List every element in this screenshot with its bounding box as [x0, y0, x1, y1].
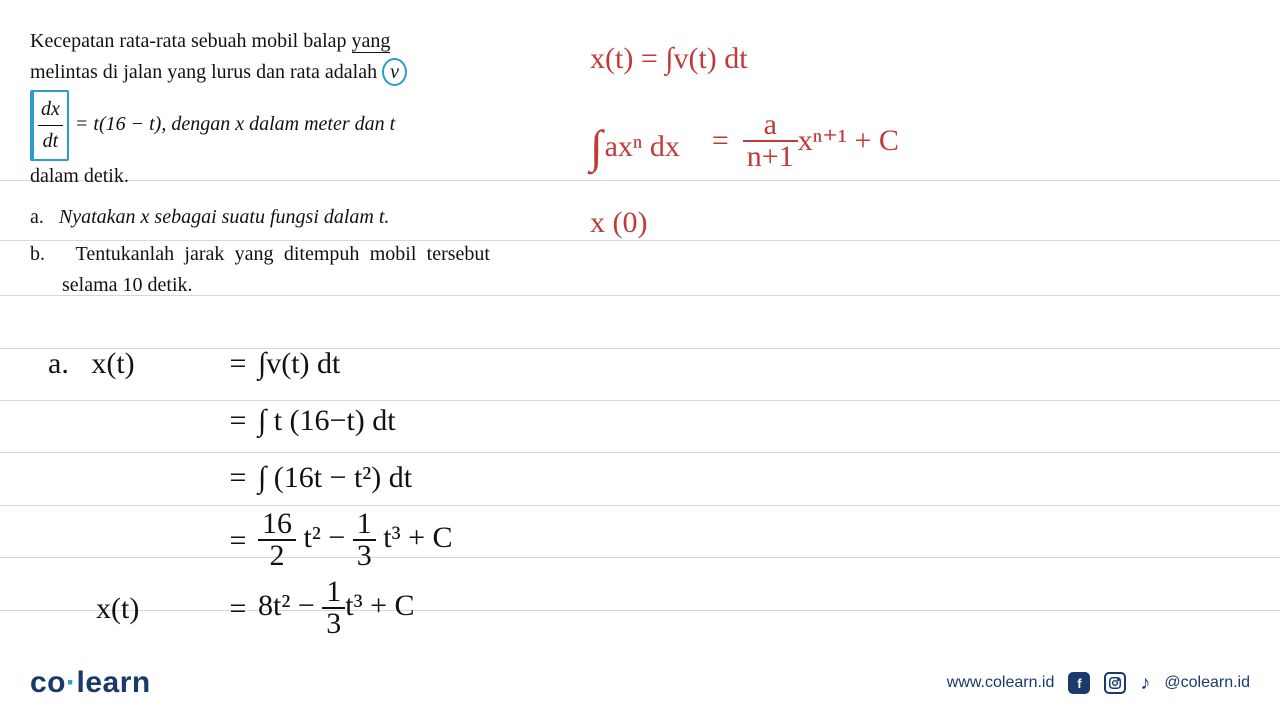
work-rhs-5: 8t² − 1 3 t³ + C	[258, 577, 415, 639]
work-row-4: = 16 2 t² − 1 3 t³ + C	[48, 509, 453, 571]
work-eq-1: =	[218, 338, 258, 389]
work-row-5: x(t) = 8t² − 1 3 t³ + C	[48, 577, 453, 639]
tail4: t³ + C	[383, 521, 452, 554]
item-a-text: Nyatakan x sebagai suatu fungsi dalam t.	[59, 206, 390, 228]
brand-logo: co·learn	[30, 666, 151, 700]
instagram-icon	[1104, 672, 1126, 694]
facebook-icon: f	[1068, 672, 1090, 694]
n13b: 1	[322, 577, 345, 609]
footer: co·learn www.colearn.id f ♪ @colearn.id	[30, 666, 1250, 700]
red-line1: x(t) = ∫v(t) dt	[590, 30, 899, 87]
footer-url: www.colearn.id	[947, 674, 1055, 692]
dx-dt-box: dx dt	[30, 90, 69, 161]
footer-handle: @colearn.id	[1164, 674, 1250, 692]
post5: t³ + C	[345, 589, 414, 622]
work-rhs-3: ∫ (16t − t²) dt	[258, 452, 412, 503]
problem-item-b: b. Tentukanlah jarak yang ditempuh mobil…	[30, 239, 490, 301]
mid4: t² −	[304, 521, 353, 554]
red-line3: x (0)	[590, 194, 899, 251]
red-derivation: x(t) = ∫v(t) dt ∫∫ axⁿ dxaxⁿ dx = a n+1 …	[590, 30, 899, 261]
n13: 1	[353, 509, 376, 541]
frac-1-3b: 1 3	[322, 577, 345, 639]
work-row-1: a. x(t) = ∫v(t) dt	[48, 338, 453, 389]
work-rhs-4: 16 2 t² − 1 3 t³ + C	[258, 509, 453, 571]
brand-co: co	[30, 666, 66, 699]
work-rhs-2: ∫ t (16−t) dt	[258, 395, 396, 446]
brand-learn: learn	[77, 666, 151, 699]
problem-line2: melintas di jalan yang lurus dan rata ad…	[30, 61, 382, 83]
item-a-label: a.	[30, 206, 44, 228]
tiktok-icon: ♪	[1140, 672, 1150, 695]
work-label-a: a.	[48, 347, 69, 380]
frac-dx: dx	[38, 94, 63, 126]
v-circled: v	[382, 58, 407, 86]
item-b-text: Tentukanlah jarak yang ditempuh mobil te…	[62, 243, 490, 296]
problem-line1: Kecepatan rata-rata sebuah mobil balap	[30, 30, 352, 52]
work-eq-4: =	[218, 515, 258, 566]
red-frac: a n+1	[743, 110, 798, 172]
work-row-2: = ∫ t (16−t) dt	[48, 395, 453, 446]
work-a: a. x(t) = ∫v(t) dt = ∫ t (16−t) dt = ∫ (…	[48, 338, 453, 645]
red-tail2: xⁿ⁺¹ + C	[798, 112, 899, 169]
frac-dt: dt	[38, 126, 63, 157]
work-row-3: = ∫ (16t − t²) dt	[48, 452, 453, 503]
item-b-label: b.	[30, 243, 45, 265]
problem-item-a: a. Nyatakan x sebagai suatu fungsi dalam…	[30, 202, 490, 233]
frac-1-3: 1 3	[353, 509, 376, 571]
red-line2: ∫∫ axⁿ dxaxⁿ dx = a n+1 xⁿ⁺¹ + C	[590, 97, 899, 184]
work-eq-5: =	[218, 583, 258, 634]
problem-line4: dalam detik.	[30, 161, 490, 192]
problem-eq-rhs: = t(16 − t), dengan x dalam meter dan t	[75, 109, 395, 140]
work-lhs-5: x(t)	[48, 583, 218, 634]
d13b: 3	[322, 609, 345, 639]
red-eq2: =	[712, 112, 729, 169]
int-icon: ∫	[590, 103, 603, 190]
work-eq-2: =	[218, 395, 258, 446]
work-rhs-1: ∫v(t) dt	[258, 338, 340, 389]
work-lhs-1: x(t)	[91, 347, 134, 380]
brand-dot: ·	[66, 666, 77, 699]
n162: 16	[258, 509, 296, 541]
red-frac-n: a	[743, 110, 798, 142]
d162: 2	[258, 541, 296, 571]
red-frac-d: n+1	[743, 142, 798, 172]
footer-right: www.colearn.id f ♪ @colearn.id	[947, 672, 1250, 695]
frac-16-2: 16 2	[258, 509, 296, 571]
d13: 3	[353, 541, 376, 571]
problem-line1-u: yang	[352, 30, 391, 53]
problem-items: a. Nyatakan x sebagai suatu fungsi dalam…	[30, 202, 490, 301]
problem-text: Kecepatan rata-rata sebuah mobil balap y…	[30, 26, 490, 307]
pre5: 8t² −	[258, 589, 322, 622]
work-eq-3: =	[218, 452, 258, 503]
